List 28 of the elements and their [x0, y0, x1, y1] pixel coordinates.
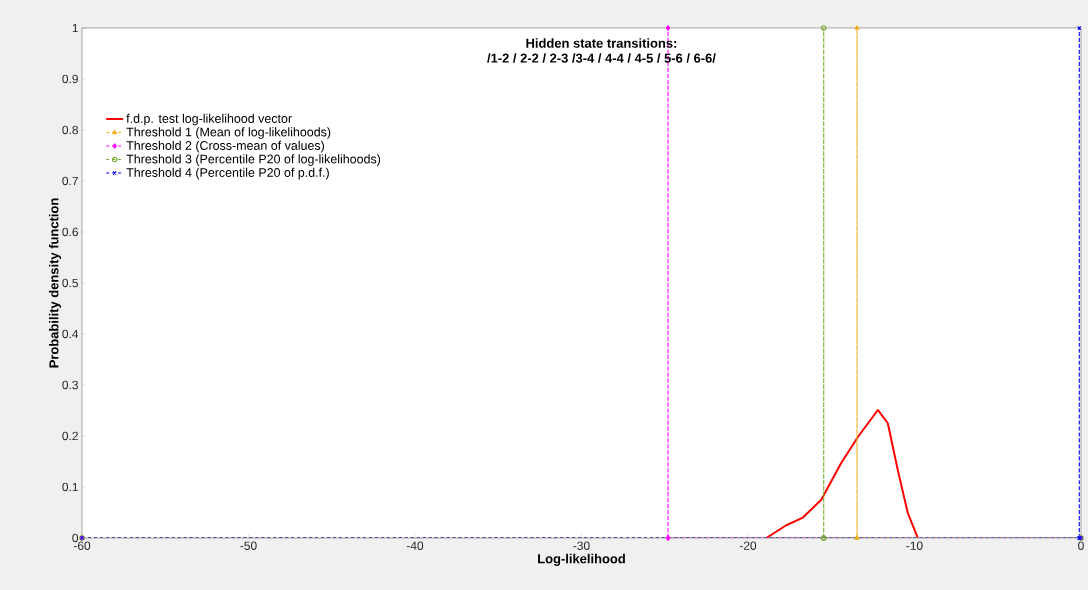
legend-label: f.d.p. test log-likelihood vector	[126, 113, 292, 126]
y-tick-label: 0.8	[62, 125, 78, 135]
y-tick-label: 0.7	[62, 176, 78, 186]
y-axis-title: Probability density function	[48, 198, 62, 368]
x-tick-label: -60	[73, 541, 91, 550]
y-tick-label: 0.9	[62, 74, 78, 84]
y-tick-label: 0.4	[62, 329, 79, 339]
x-axis-title: Log-likelihood	[538, 553, 625, 566]
y-tick-label: 0.5	[62, 278, 78, 288]
y-tick-label: 0.1	[62, 482, 78, 492]
legend-label: Threshold 1 (Mean of log-likelihoods)	[126, 127, 331, 139]
y-tick-label: 0.2	[62, 431, 78, 441]
x-tick-label: -40	[406, 541, 424, 550]
text: /1-2 / 2-2 / 2-3 /3-4 / 4-4 / 4-5 / 5-6 / 6-6/	[487, 53, 716, 63]
x-tick-label: -20	[739, 541, 757, 550]
legend-label: Threshold 3 (Percentile P20 of log-likelihoods)	[126, 154, 381, 166]
y-tick-label: 0.6	[62, 227, 78, 237]
x-tick-label: -30	[573, 541, 590, 550]
x-tick-label: -10	[906, 541, 923, 550]
x-tick-label: 0	[1078, 541, 1084, 550]
y-tick-label: 0.3	[62, 380, 78, 390]
line-series	[765, 408, 919, 538]
text: Hidden state transitions:	[526, 38, 677, 48]
x-tick-label: -50	[240, 541, 257, 550]
legend-label: Threshold 2 (Cross-mean of values)	[126, 140, 325, 153]
legend-label: Threshold 4 (Percentile P20 of p.d.f.)	[126, 167, 329, 180]
y-tick-label: 0	[72, 533, 79, 543]
y-tick-label: 1	[72, 23, 78, 33]
